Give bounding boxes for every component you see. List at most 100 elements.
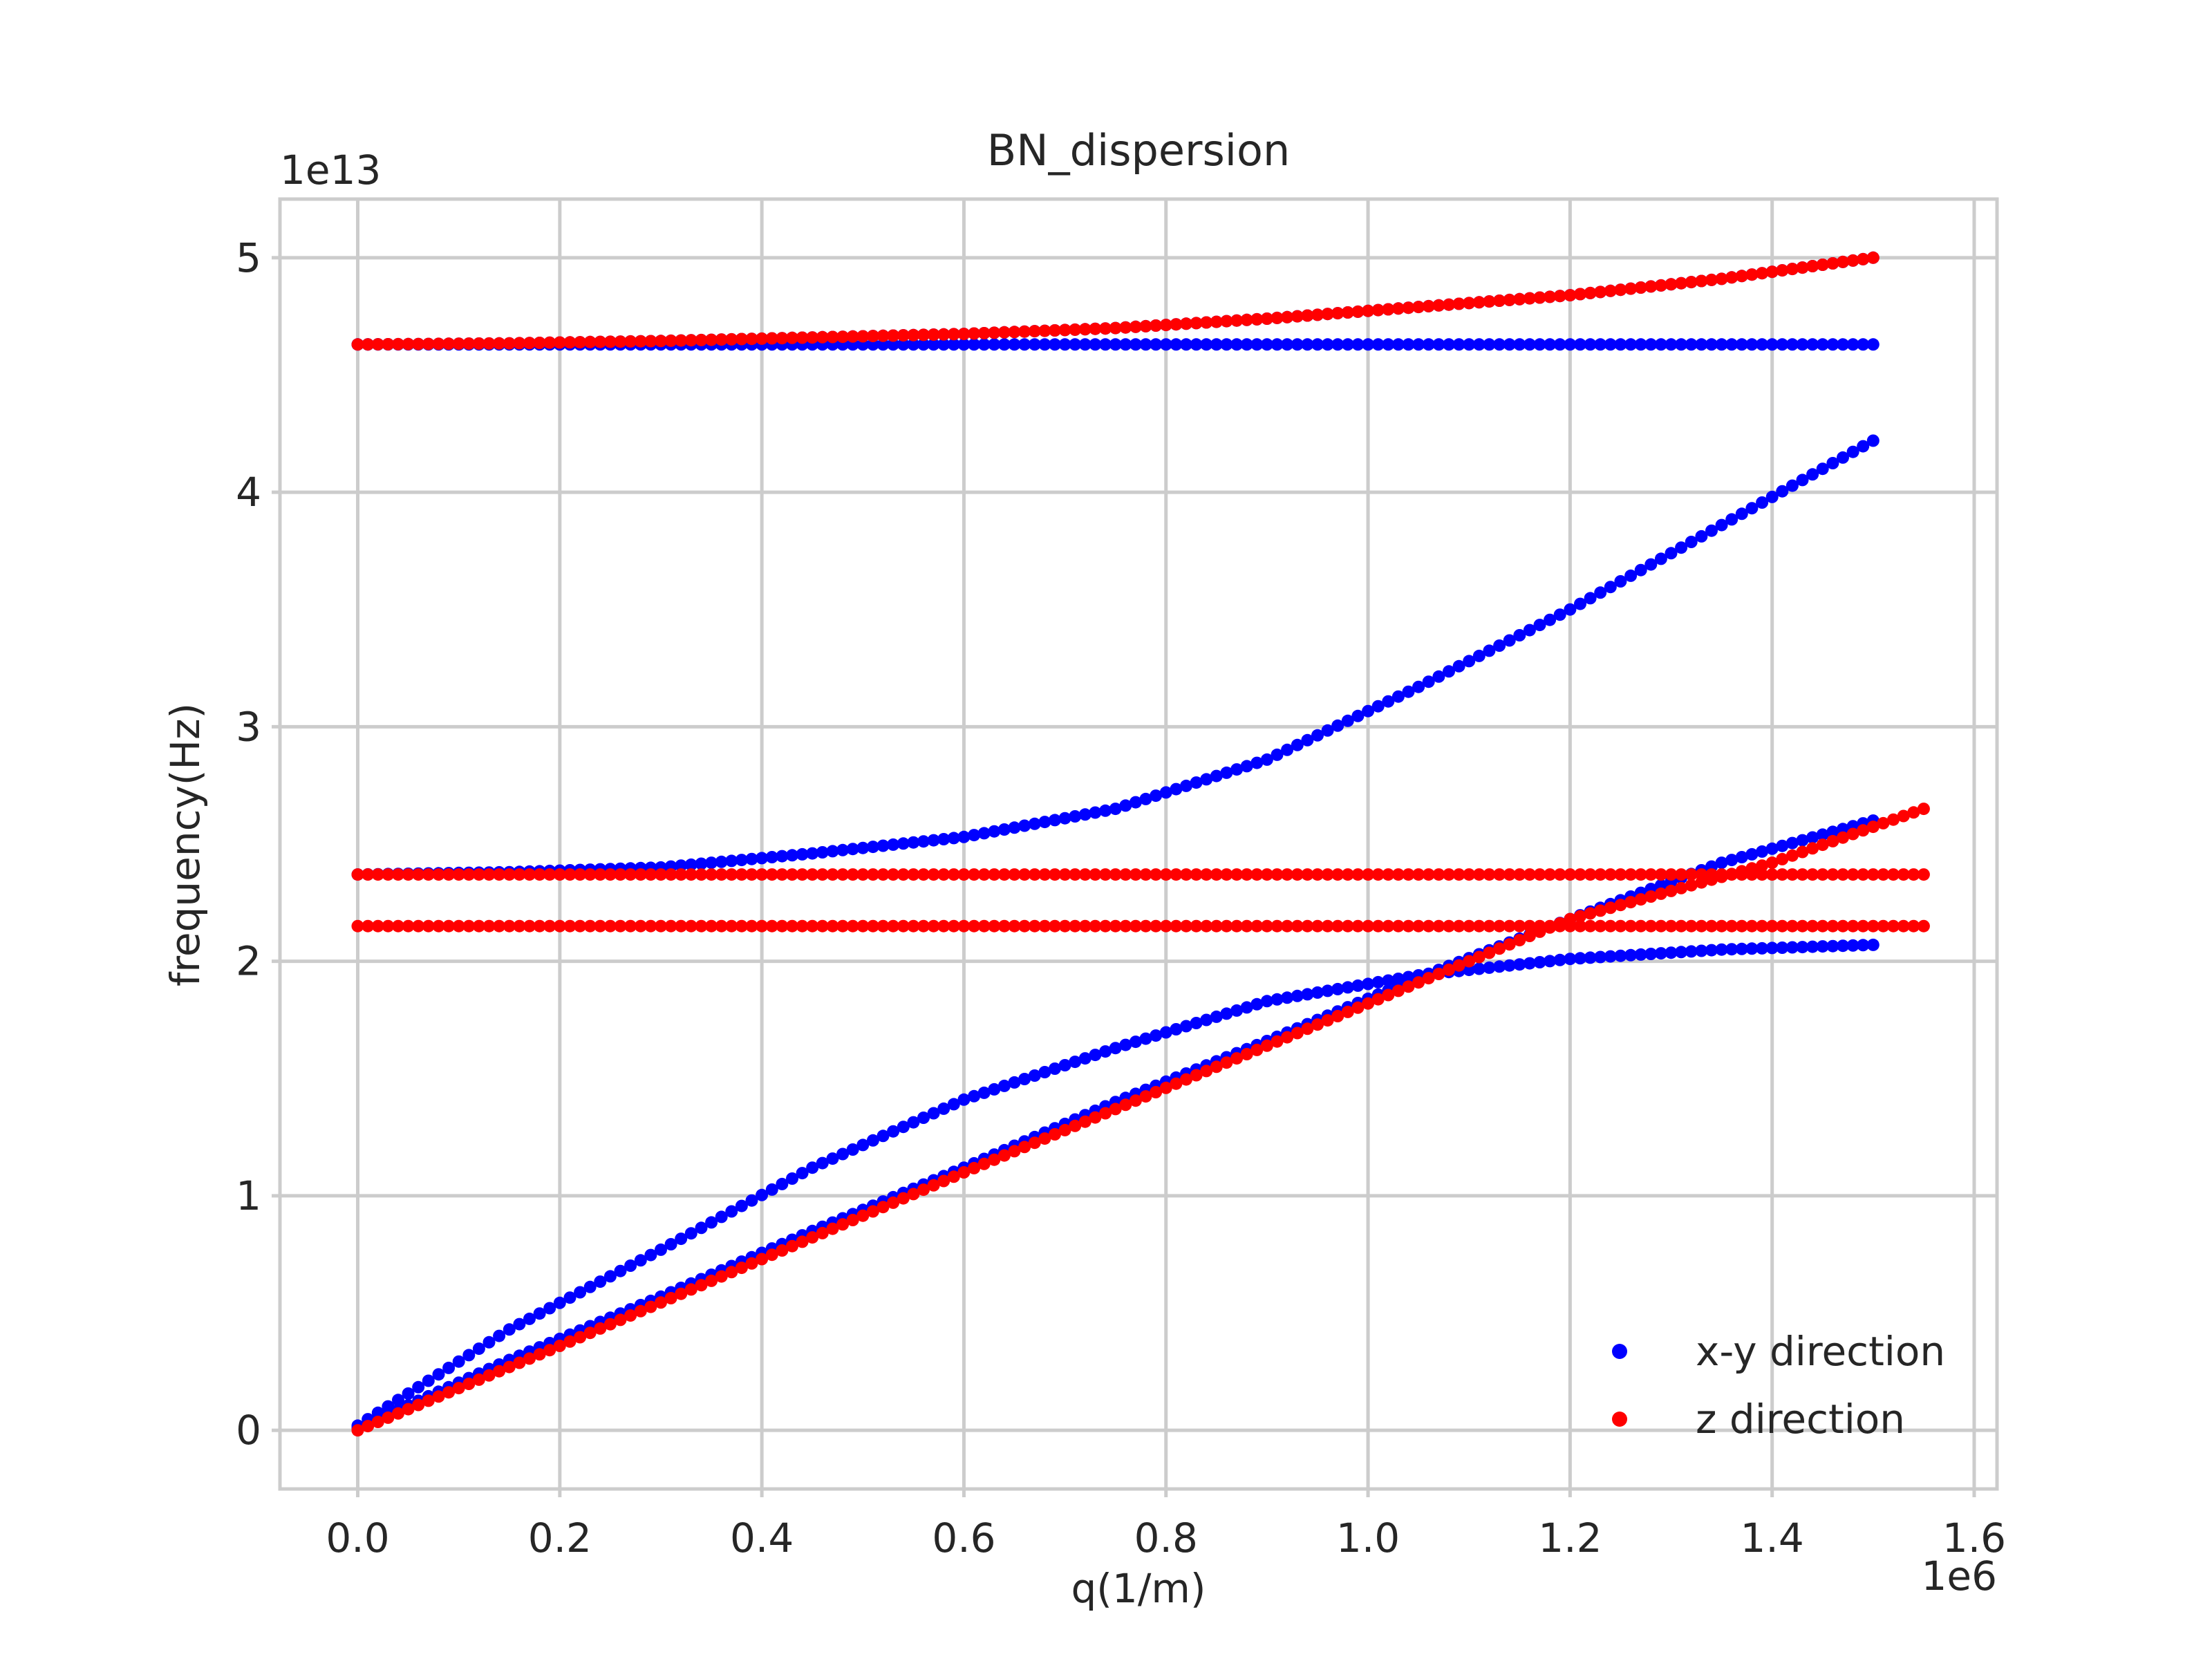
data-point (1028, 338, 1041, 351)
data-point (826, 845, 839, 858)
data-point (1321, 308, 1334, 321)
data-point (1391, 919, 1405, 932)
data-point (796, 919, 809, 932)
data-point (1180, 1020, 1192, 1033)
data-point (1483, 919, 1496, 932)
series-z (351, 251, 1930, 1437)
data-point (1735, 338, 1748, 351)
data-point (1644, 890, 1658, 903)
data-point (1513, 629, 1526, 641)
data-point (1837, 868, 1849, 881)
data-point (371, 919, 384, 932)
data-point (947, 868, 960, 881)
data-point (866, 841, 879, 854)
data-point (634, 919, 647, 932)
data-point (988, 825, 1001, 838)
data-point (1018, 1073, 1031, 1085)
data-point (1564, 953, 1577, 966)
data-point (371, 868, 384, 881)
data-point (1362, 704, 1375, 718)
data-point (1311, 986, 1324, 999)
data-point (1675, 338, 1688, 351)
data-point (957, 328, 971, 341)
data-point (1078, 1052, 1091, 1065)
data-point (624, 1259, 637, 1272)
data-point (1271, 868, 1284, 881)
data-point (412, 1380, 425, 1394)
data-point (1785, 836, 1799, 850)
data-point (513, 919, 526, 932)
data-point (745, 1194, 758, 1207)
data-point (1311, 729, 1324, 742)
data-point (1260, 753, 1273, 766)
data-point (432, 1390, 445, 1403)
plot-frame (278, 197, 1999, 1491)
data-point (574, 1286, 587, 1299)
data-point (1028, 868, 1041, 881)
data-point (1826, 834, 1839, 847)
data-point (735, 1262, 748, 1275)
data-point (675, 868, 688, 881)
data-point (1837, 255, 1849, 268)
data-point (1210, 1060, 1223, 1074)
data-point (846, 919, 859, 932)
data-point (897, 868, 910, 881)
data-point (1654, 338, 1667, 351)
data-point (1220, 868, 1233, 881)
data-point (603, 1270, 617, 1283)
data-point (1089, 806, 1102, 819)
data-point (826, 919, 839, 932)
data-point (1877, 868, 1890, 881)
data-point (1776, 941, 1789, 954)
data-point (826, 868, 839, 881)
data-point (1190, 338, 1203, 351)
data-point (968, 338, 981, 351)
data-point (442, 919, 456, 932)
data-point (1523, 868, 1536, 881)
data-point (1472, 649, 1485, 662)
data-point (1897, 919, 1910, 932)
x-tick-label: 0.4 (730, 1515, 794, 1562)
data-point (594, 1322, 607, 1335)
data-point (1675, 541, 1688, 554)
data-point (1796, 474, 1809, 487)
data-point (1624, 919, 1638, 932)
data-point (927, 328, 940, 341)
data-point (1220, 338, 1233, 351)
data-point (1443, 338, 1455, 351)
data-point (776, 1177, 789, 1190)
data-point (1816, 828, 1829, 841)
data-point (1846, 338, 1859, 351)
data-point (655, 1296, 667, 1309)
data-point (1018, 819, 1031, 832)
data-point (1654, 552, 1667, 565)
data-point (1866, 919, 1880, 932)
data-point (715, 868, 728, 881)
data-point (1816, 462, 1829, 476)
data-point (1806, 940, 1819, 953)
data-point (664, 868, 677, 881)
data-point (1371, 303, 1385, 317)
data-point (1634, 868, 1647, 881)
data-point (1351, 979, 1365, 992)
data-point (1170, 782, 1183, 796)
data-point (1826, 457, 1839, 469)
data-point (644, 1300, 657, 1313)
data-point (1210, 769, 1223, 782)
data-point (1129, 868, 1142, 881)
data-point (1816, 940, 1829, 953)
data-point (1008, 1145, 1021, 1158)
data-point (634, 1254, 647, 1267)
data-point (1837, 831, 1849, 844)
data-point (786, 1172, 798, 1185)
data-point (1533, 956, 1546, 968)
data-point (1665, 547, 1678, 560)
data-point (1493, 639, 1506, 652)
data-point (1089, 868, 1102, 881)
data-point (695, 333, 708, 346)
data-point (806, 1161, 819, 1174)
data-point (927, 338, 940, 351)
data-point (1281, 868, 1294, 881)
data-point (1695, 944, 1708, 957)
data-point (1180, 919, 1192, 932)
